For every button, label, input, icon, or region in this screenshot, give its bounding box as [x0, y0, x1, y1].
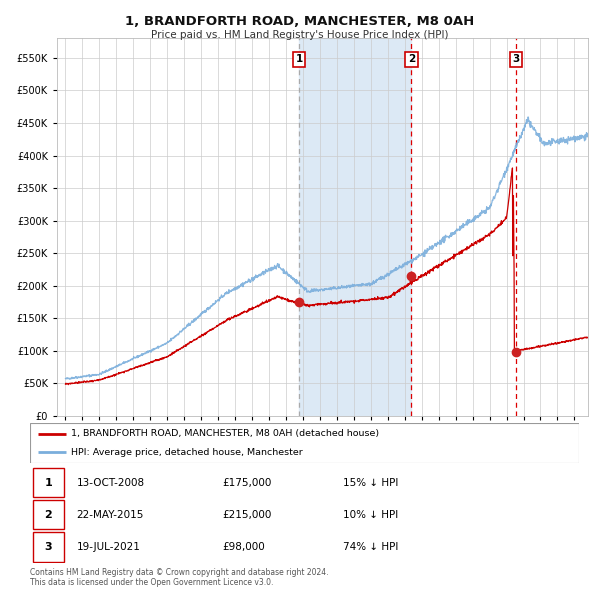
Text: HPI: Average price, detached house, Manchester: HPI: Average price, detached house, Manc…: [71, 448, 303, 457]
FancyBboxPatch shape: [33, 532, 64, 562]
FancyBboxPatch shape: [30, 423, 579, 463]
Text: 22-MAY-2015: 22-MAY-2015: [77, 510, 144, 520]
Text: 3: 3: [512, 54, 520, 64]
Text: Contains HM Land Registry data © Crown copyright and database right 2024.: Contains HM Land Registry data © Crown c…: [30, 568, 329, 576]
Text: 15% ↓ HPI: 15% ↓ HPI: [343, 478, 398, 488]
Text: Price paid vs. HM Land Registry's House Price Index (HPI): Price paid vs. HM Land Registry's House …: [151, 30, 449, 40]
Text: 1: 1: [44, 478, 52, 488]
Text: £175,000: £175,000: [222, 478, 272, 488]
Text: £215,000: £215,000: [222, 510, 272, 520]
Text: 2: 2: [44, 510, 52, 520]
Text: 10% ↓ HPI: 10% ↓ HPI: [343, 510, 398, 520]
Text: 3: 3: [44, 542, 52, 552]
Bar: [299, 38, 412, 416]
Text: £98,000: £98,000: [222, 542, 265, 552]
FancyBboxPatch shape: [33, 468, 64, 497]
Text: 2: 2: [408, 54, 415, 64]
Text: 19-JUL-2021: 19-JUL-2021: [77, 542, 140, 552]
Text: 1, BRANDFORTH ROAD, MANCHESTER, M8 0AH: 1, BRANDFORTH ROAD, MANCHESTER, M8 0AH: [125, 15, 475, 28]
Text: 1: 1: [296, 54, 303, 64]
Text: This data is licensed under the Open Government Licence v3.0.: This data is licensed under the Open Gov…: [30, 578, 274, 587]
Text: 1, BRANDFORTH ROAD, MANCHESTER, M8 0AH (detached house): 1, BRANDFORTH ROAD, MANCHESTER, M8 0AH (…: [71, 430, 379, 438]
Text: 74% ↓ HPI: 74% ↓ HPI: [343, 542, 398, 552]
FancyBboxPatch shape: [33, 500, 64, 529]
Text: 13-OCT-2008: 13-OCT-2008: [77, 478, 145, 488]
